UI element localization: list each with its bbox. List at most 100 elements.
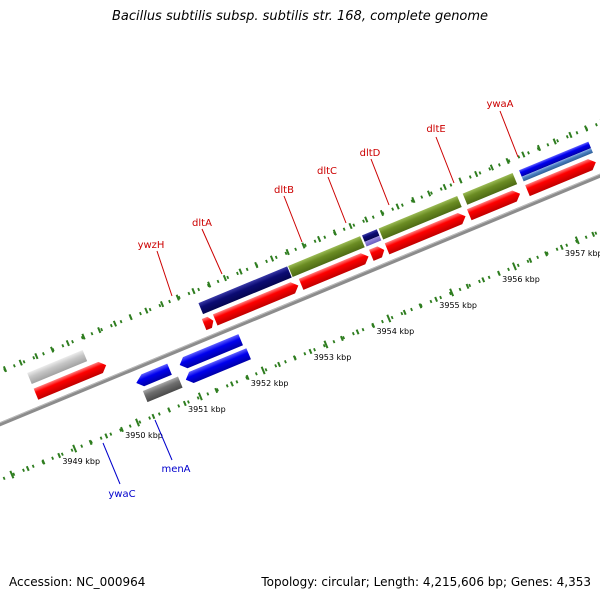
scale-label: 3953 kbp xyxy=(314,353,352,362)
inner-track-dot xyxy=(313,348,316,351)
inner-track-dot xyxy=(51,456,54,459)
outer-track-dot xyxy=(566,135,569,138)
gene-label-dltB: dltB xyxy=(274,185,294,196)
inner-track-dot xyxy=(129,424,132,427)
outer-track-dot xyxy=(168,300,171,303)
inner-tick-track xyxy=(0,106,600,542)
leader-ywaA xyxy=(500,111,518,157)
outer-tick-track xyxy=(0,15,600,449)
inner-track-dot xyxy=(517,264,520,267)
inner-track-dot xyxy=(284,360,287,363)
minor-tick xyxy=(26,466,30,471)
inner-track-dot xyxy=(100,436,103,439)
leader-ywaC xyxy=(103,443,120,484)
outer-tick xyxy=(191,288,195,294)
inner-track-dot xyxy=(527,260,530,263)
inner-track-dot xyxy=(400,312,403,315)
outer-track-dot xyxy=(139,312,142,315)
outer-tick xyxy=(19,359,23,365)
gene-label-ywaA: ywaA xyxy=(486,99,513,110)
outer-track-dot xyxy=(420,195,423,198)
outer-track-dot xyxy=(488,167,491,170)
outer-tick xyxy=(364,216,368,222)
outer-track-dot xyxy=(323,236,326,239)
inner-track-dot xyxy=(80,444,83,447)
minor-tick xyxy=(277,362,281,367)
outer-track-dot xyxy=(401,203,404,206)
scale-label: 3949 kbp xyxy=(62,457,100,466)
outer-track-dot xyxy=(294,248,297,251)
outer-track-dot xyxy=(236,272,239,275)
gene-label-dltA: dltA xyxy=(192,218,212,229)
inner-track-dot xyxy=(71,448,74,451)
outer-track-dot xyxy=(275,256,278,259)
inner-track-dot xyxy=(158,412,161,415)
leader-dltD xyxy=(371,159,389,205)
inner-track-dot xyxy=(139,420,142,423)
minor-tick xyxy=(403,310,407,315)
outer-track-dot xyxy=(120,320,123,323)
outer-tick xyxy=(553,138,557,144)
inner-track-dot xyxy=(177,404,180,407)
outer-track-dot xyxy=(149,308,152,311)
inner-track-dot xyxy=(594,231,597,234)
minor-tick xyxy=(104,433,108,438)
cds-arrow-dltC xyxy=(369,244,387,260)
outer-track-dot xyxy=(265,260,268,263)
outer-track-dot xyxy=(217,280,220,283)
inner-track-dot xyxy=(236,380,239,383)
outer-tick xyxy=(458,177,462,183)
inner-track-dot xyxy=(430,300,433,303)
minor-tick xyxy=(57,453,61,458)
outer-tick xyxy=(223,275,227,281)
outer-tick xyxy=(254,262,258,268)
inner-track-dot xyxy=(468,284,471,287)
scale-label: 3952 kbp xyxy=(251,379,289,388)
inner-track-dot xyxy=(255,372,258,375)
inner-track-dot xyxy=(459,288,462,291)
minor-tick xyxy=(230,381,234,386)
gene-label-dltC: dltC xyxy=(317,166,337,177)
gene-labels: ywzH dltA dltB dltC dltD dltE ywaA ywaC … xyxy=(108,99,513,500)
scale-label: 3950 kbp xyxy=(125,431,163,440)
gene-label-dltE: dltE xyxy=(426,124,445,135)
inner-track-dot xyxy=(197,396,200,399)
genome-backbone xyxy=(0,109,600,492)
outer-track-dot xyxy=(391,207,394,210)
minor-tick xyxy=(560,245,564,250)
major-tick xyxy=(512,262,517,270)
minor-tick xyxy=(497,271,501,276)
outer-track-dot xyxy=(110,324,113,327)
outer-track-dot xyxy=(343,227,346,230)
outer-track-dot xyxy=(23,360,26,363)
outer-track-dot xyxy=(527,151,530,154)
outer-tick xyxy=(396,203,400,209)
major-tick xyxy=(386,314,391,322)
outer-track-dot xyxy=(32,356,35,359)
inner-track-dot xyxy=(556,248,559,251)
outer-tick xyxy=(66,340,70,346)
minor-tick xyxy=(356,329,360,334)
outer-track-dot xyxy=(226,276,229,279)
outer-track-dot xyxy=(13,364,16,367)
outer-track-dot xyxy=(440,187,443,190)
outer-tick xyxy=(521,151,525,157)
inner-track-dot xyxy=(585,235,588,238)
outer-track-dot xyxy=(71,340,74,343)
gene-label-ywzH: ywzH xyxy=(138,240,165,251)
outer-track-dot xyxy=(372,215,375,218)
inner-track-dot xyxy=(274,364,277,367)
scale-label: 3954 kbp xyxy=(376,327,414,336)
leader-dltE xyxy=(436,137,454,183)
inner-track-dot xyxy=(488,276,491,279)
minor-tick xyxy=(434,297,438,302)
outer-track-dot xyxy=(197,288,200,291)
outer-track-dot xyxy=(576,131,579,134)
genome-summary-text: Topology: circular; Length: 4,215,606 bp… xyxy=(261,575,591,589)
inner-track-dot xyxy=(148,416,151,419)
inner-track-dot xyxy=(565,244,568,247)
outer-tick xyxy=(113,320,117,326)
outer-track-dot xyxy=(246,268,249,271)
